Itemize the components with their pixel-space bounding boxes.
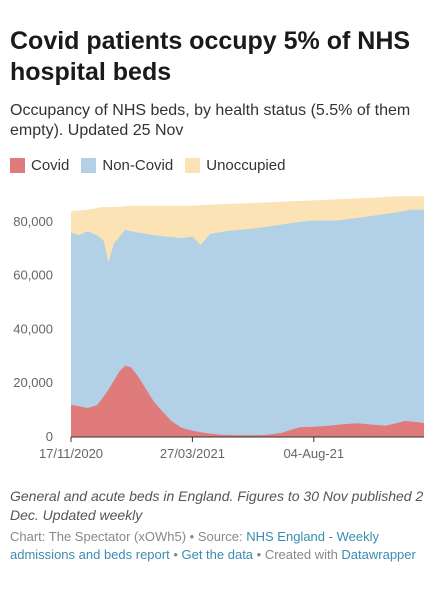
footer-source-prefix: Source:: [197, 529, 247, 544]
y-tick-label: 80,000: [13, 214, 53, 229]
footer-created-prefix: Created with: [264, 547, 342, 562]
legend-label-covid: Covid: [31, 156, 70, 174]
y-tick-label: 40,000: [13, 321, 53, 336]
footer-credit: Chart: The Spectator (xOWh5): [10, 529, 187, 544]
x-tick-label: 17/11/2020: [39, 446, 103, 461]
area-covid: [71, 365, 424, 437]
chart-subtitle: Occupancy of NHS beds, by health status …: [10, 102, 411, 139]
y-tick-label: 20,000: [13, 375, 53, 390]
footer-separator: •: [253, 547, 265, 562]
legend-item-non-covid: Non-Covid: [81, 157, 173, 174]
footer-separator: •: [169, 547, 182, 562]
legend-label-unoccupied: Unoccupied: [206, 156, 286, 174]
area-non-covid: [71, 209, 424, 437]
x-tick-label: 04-Aug-21: [283, 446, 344, 461]
y-tick-label: 0: [46, 429, 53, 444]
legend: Covid Non-Covid Unoccupied: [10, 155, 297, 175]
footer-source-link[interactable]: NHS England - Weekly admissions and beds…: [10, 529, 379, 562]
legend-swatch-unoccupied: [185, 157, 201, 173]
chart-footer: Chart: The Spectator (xOWh5) • Source: N…: [10, 528, 438, 564]
legend-item-covid: Covid: [10, 157, 69, 174]
footer-datawrapper-link[interactable]: Datawrapper: [341, 547, 416, 562]
legend-label-non-covid: Non-Covid: [102, 156, 174, 174]
x-tick-label: 27/03/2021: [160, 446, 225, 461]
legend-item-unoccupied: Unoccupied: [185, 157, 285, 174]
chart-title: Covid patients occupy 5% of NHS hospital…: [10, 27, 411, 86]
chart-notes: General and acute beds in England. Figur…: [10, 488, 424, 523]
area-chart: 0 20,000 40,000 60,000 80,000 17/11/2020 27/03…: [13, 196, 424, 461]
y-tick-label: 60,000: [13, 268, 53, 283]
footer-get-data-link[interactable]: Get the data: [181, 547, 254, 562]
legend-swatch-covid: [10, 157, 25, 173]
footer-separator: •: [186, 529, 198, 544]
legend-swatch-non-covid: [81, 157, 97, 173]
